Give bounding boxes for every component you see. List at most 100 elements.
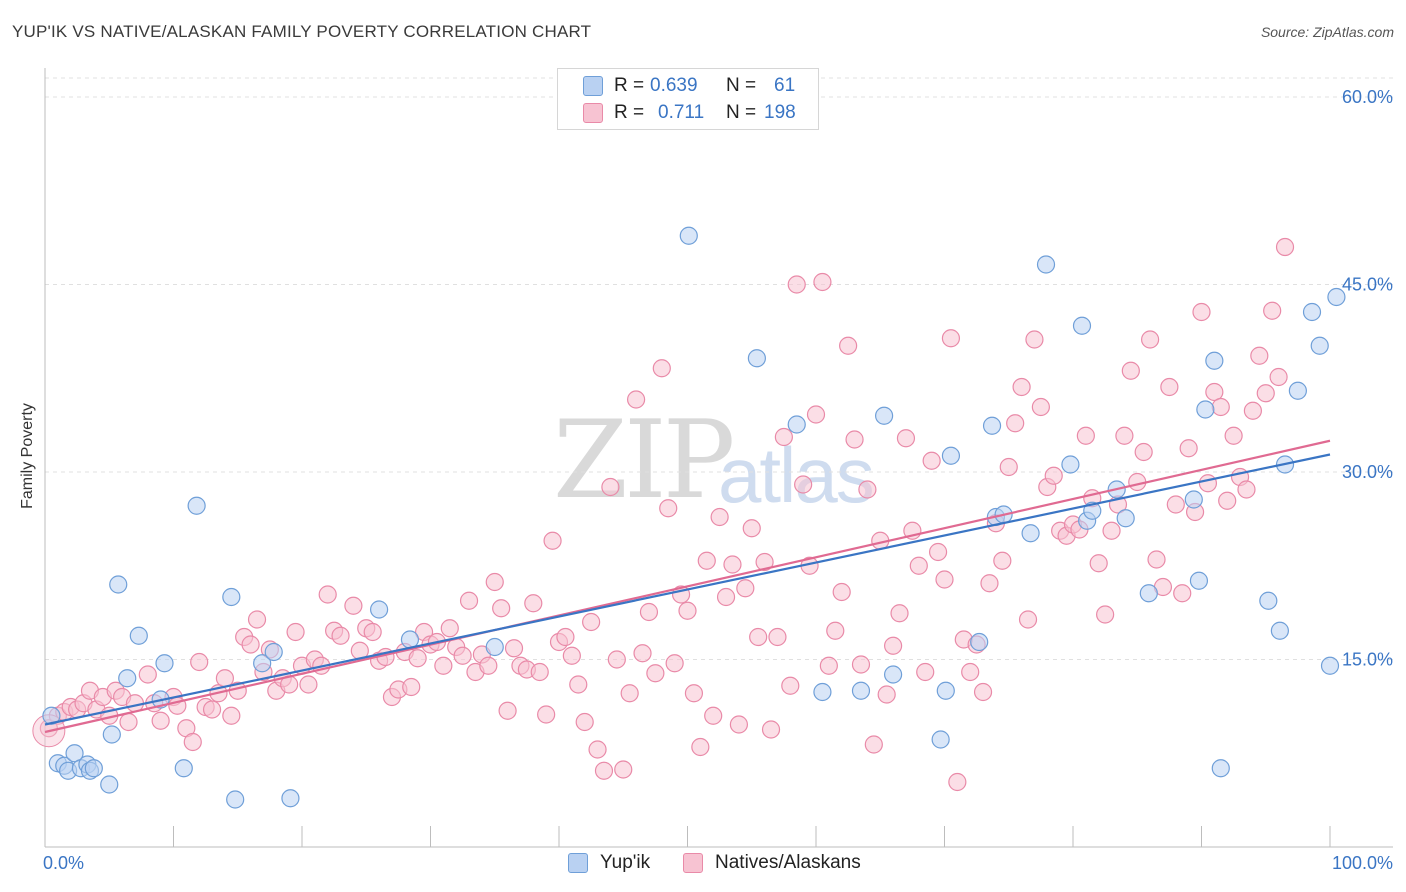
yupik-point-47 <box>1116 509 1135 528</box>
natives-point-69 <box>504 639 524 658</box>
natives-point-12 <box>119 712 138 732</box>
natives-point-53 <box>402 677 421 697</box>
natives-point-118 <box>819 656 838 675</box>
yupik-point-57 <box>1288 381 1307 400</box>
natives-point-29 <box>241 635 260 654</box>
yupik-point-59 <box>1310 336 1329 355</box>
natives-point-21 <box>190 652 209 672</box>
yupik-point-9 <box>100 775 119 794</box>
yupik-point-4 <box>65 744 84 763</box>
natives-point-102 <box>716 587 736 607</box>
natives-point-59 <box>440 619 459 638</box>
natives-point-146 <box>999 457 1018 477</box>
natives-point-184 <box>1243 401 1263 420</box>
natives-point-117 <box>813 272 832 292</box>
yupik-point-34 <box>936 681 955 700</box>
natives-point-148 <box>1012 377 1031 397</box>
natives-point-138 <box>948 772 967 792</box>
natives-point-98 <box>691 737 710 757</box>
natives-point-107 <box>749 627 768 647</box>
r-label: R = <box>614 75 645 96</box>
gridlines <box>45 77 1393 660</box>
natives-point-189 <box>1275 237 1295 257</box>
natives-point-44 <box>344 596 363 615</box>
natives-point-136 <box>935 570 954 589</box>
n-label: N = <box>726 102 757 123</box>
natives-point-66 <box>485 572 504 592</box>
natives-point-123 <box>851 655 871 674</box>
yupik-point-52 <box>1205 351 1224 370</box>
yupik-point-50 <box>1189 571 1209 590</box>
natives-point-72 <box>524 594 543 613</box>
natives-point-151 <box>1031 397 1050 417</box>
natives-point-133 <box>916 662 935 682</box>
yupik-point-30 <box>851 681 871 700</box>
natives-point-99 <box>697 551 716 570</box>
natives-point-119 <box>826 621 845 640</box>
natives-point-85 <box>607 650 626 669</box>
natives-legend-swatch <box>683 853 703 873</box>
yupik-point-13 <box>129 626 148 645</box>
natives-point-145 <box>993 551 1012 570</box>
natives-point-75 <box>543 531 562 550</box>
natives-point-109 <box>761 720 781 739</box>
yupik-trend-line <box>44 453 1331 726</box>
yupik-point-58 <box>1302 302 1322 322</box>
natives-point-68 <box>498 701 517 720</box>
yupik-point-45 <box>1083 501 1102 520</box>
legend-item-natives[interactable]: Natives/Alaskans <box>683 850 861 876</box>
natives-point-83 <box>594 761 614 780</box>
natives-point-38 <box>299 675 318 694</box>
yupik-point-31 <box>875 406 894 425</box>
yupik-point-35 <box>941 446 961 465</box>
yupik-point-42 <box>1061 455 1080 474</box>
natives-trend-line <box>44 439 1331 734</box>
natives-point-178 <box>1205 382 1224 402</box>
axes <box>44 68 1393 848</box>
natives-point-142 <box>973 682 993 702</box>
x-tick-label-max: 100.0% <box>1332 853 1393 873</box>
yupik-point-25 <box>485 637 504 657</box>
natives-point-162 <box>1102 521 1121 540</box>
yupik-point-11 <box>109 575 128 594</box>
natives-point-90 <box>639 602 659 622</box>
yupik-point-53 <box>1211 759 1230 778</box>
natives-point-181 <box>1224 426 1243 445</box>
natives-point-174 <box>1179 439 1198 458</box>
natives-point-103 <box>723 555 742 574</box>
natives-point-161 <box>1096 605 1115 624</box>
natives-point-135 <box>928 542 948 562</box>
natives-point-165 <box>1121 361 1140 380</box>
yupik-point-16 <box>174 759 193 778</box>
yupik-points <box>42 226 1346 809</box>
legend-item-yupik[interactable]: Yup'ik <box>568 850 650 876</box>
natives-point-108 <box>755 552 774 572</box>
natives-point-94 <box>665 654 684 673</box>
natives-n-value: 198 <box>764 102 796 123</box>
y-axis-label: Family Poverty <box>19 403 36 509</box>
natives-point-77 <box>556 627 575 647</box>
natives-point-105 <box>736 579 755 598</box>
natives-point-62 <box>459 591 479 610</box>
natives-point-106 <box>742 519 761 538</box>
yupik-point-40 <box>1021 524 1040 543</box>
natives-point-186 <box>1256 384 1275 403</box>
yupik-r-value: 0.639 <box>650 75 698 96</box>
yupik-point-8 <box>84 759 103 778</box>
yupik-point-41 <box>1036 255 1056 274</box>
yupik-legend-swatch <box>568 853 588 873</box>
natives-point-81 <box>582 612 601 632</box>
natives-point-132 <box>909 556 928 575</box>
tick-labels: 15.0% 30.0% 45.0% 60.0% 0.0% 100.0% <box>43 87 1393 873</box>
natives-point-80 <box>575 712 594 732</box>
yupik-point-32 <box>883 665 903 684</box>
n-label: N = <box>726 75 757 96</box>
yupik-point-60 <box>1320 656 1340 675</box>
natives-point-96 <box>678 601 697 620</box>
natives-point-164 <box>1115 426 1134 445</box>
natives-swatch <box>583 103 603 123</box>
yupik-legend-label: Yup'ik <box>600 852 651 873</box>
yupik-point-10 <box>102 725 121 744</box>
natives-point-97 <box>684 684 704 703</box>
yupik-point-15 <box>155 654 174 673</box>
